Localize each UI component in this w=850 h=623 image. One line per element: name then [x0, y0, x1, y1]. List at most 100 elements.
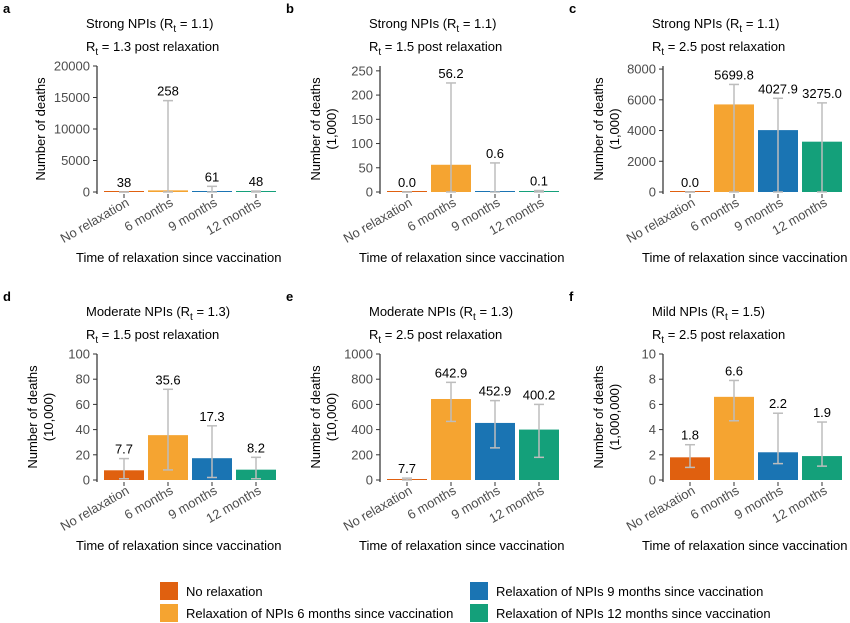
x-axis-label: Time of relaxation since vaccination [359, 250, 564, 265]
y-tick-label: 250 [351, 63, 373, 78]
panel-letter: d [3, 289, 11, 304]
y-axis-label: Number of deaths [308, 365, 323, 469]
x-tick-label: No relaxation [58, 483, 132, 534]
error-bar-12-months [251, 190, 261, 193]
y-tick-label: 4 [649, 422, 656, 437]
legend-swatch-12-months [470, 604, 488, 622]
y-tick-label: 0 [366, 473, 373, 488]
y-tick-label: 4000 [627, 123, 656, 138]
legend-item-12-months: Relaxation of NPIs 12 months since vacci… [470, 604, 771, 622]
error-bar-12-months [817, 102, 827, 193]
data-label-no-relaxation: 38 [117, 175, 131, 190]
y-tick-label: 40 [76, 422, 90, 437]
panel-letter: a [3, 1, 11, 16]
x-tick-label: No relaxation [341, 483, 415, 534]
data-label-9-months: 452.9 [479, 384, 512, 399]
legend-swatch-6-months [160, 604, 178, 622]
y-tick-label: 6 [649, 397, 656, 412]
error-bar-9-months [490, 399, 500, 449]
data-label-6-months: 5699.8 [714, 67, 754, 82]
x-tick-label: 6 months [405, 194, 459, 234]
legend-swatch-no-relaxation [160, 582, 178, 600]
panel-subtitle: Rt = 2.5 post relaxation [652, 39, 785, 58]
bar-12-months [802, 456, 842, 480]
y-tick-label: 0 [649, 185, 656, 200]
y-tick-label: 10 [642, 347, 656, 362]
legend-label-9-months: Relaxation of NPIs 9 months since vaccin… [496, 583, 764, 599]
y-tick-label: 10000 [54, 122, 90, 137]
x-tick-label: 6 months [688, 482, 742, 522]
panel-title: Strong NPIs (Rt = 1.1) [369, 16, 496, 35]
x-tick-label: No relaxation [624, 483, 698, 534]
panel-b: b Strong NPIs (Rt = 1.1) Rt = 1.5 post rel… [286, 1, 564, 265]
y-axis-label: (10,000) [41, 393, 56, 441]
error-bar-6-months [729, 83, 739, 193]
x-axis-label: Time of relaxation since vaccination [359, 538, 564, 553]
y-tick-label: 60 [76, 397, 90, 412]
y-tick-label: 8 [649, 372, 656, 387]
y-axis-label: (10,000) [324, 393, 339, 441]
x-tick-label: No relaxation [58, 195, 132, 246]
panel-subtitle: Rt = 2.5 post relaxation [652, 327, 785, 346]
data-label-9-months: 4027.9 [758, 81, 798, 96]
legend-item-6-months: Relaxation of NPIs 6 months since vaccin… [160, 604, 453, 622]
data-label-12-months: 3275.0 [802, 86, 842, 101]
y-tick-label: 15000 [54, 90, 90, 105]
y-axis-label: Number of deaths [308, 77, 323, 181]
data-label-12-months: 8.2 [247, 440, 265, 455]
y-tick-label: 0 [366, 185, 373, 200]
data-label-no-relaxation: 7.7 [115, 442, 133, 457]
panel-d: d Moderate NPIs (Rt = 1.3) Rt = 1.5 post r… [3, 289, 281, 553]
y-tick-label: 80 [76, 372, 90, 387]
panel-title: Strong NPIs (Rt = 1.1) [86, 16, 213, 35]
panel-letter: f [569, 289, 574, 304]
error-bar-no-relaxation [685, 443, 695, 469]
x-axis-label: Time of relaxation since vaccination [76, 538, 281, 553]
y-tick-label: 0 [649, 473, 656, 488]
legend-label-12-months: Relaxation of NPIs 12 months since vacci… [496, 605, 771, 621]
x-axis-label: Time of relaxation since vaccination [642, 250, 847, 265]
y-tick-label: 400 [351, 422, 373, 437]
data-label-6-months: 642.9 [435, 365, 468, 380]
data-label-6-months: 35.6 [155, 372, 180, 387]
y-axis-label: Number of deaths [33, 77, 48, 181]
panel-title: Strong NPIs (Rt = 1.1) [652, 16, 779, 35]
data-label-no-relaxation: 0.0 [681, 175, 699, 190]
panel-subtitle: Rt = 2.5 post relaxation [369, 327, 502, 346]
data-label-9-months: 0.6 [486, 146, 504, 161]
error-bar-no-relaxation [402, 477, 412, 481]
error-bar-9-months [490, 162, 500, 193]
y-tick-label: 100 [351, 136, 373, 151]
y-axis-label: (1,000,000) [607, 384, 622, 451]
y-tick-label: 800 [351, 372, 373, 387]
y-axis-label: Number of deaths [25, 365, 40, 469]
x-tick-label: 6 months [688, 194, 742, 234]
x-tick-label: 6 months [122, 482, 176, 522]
data-label-12-months: 48 [249, 174, 263, 189]
data-label-9-months: 17.3 [199, 409, 224, 424]
y-axis-label: (1,000) [607, 108, 622, 149]
x-axis-label: Time of relaxation since vaccination [642, 538, 847, 553]
x-tick-label: No relaxation [341, 195, 415, 246]
data-label-12-months: 400.2 [523, 387, 556, 402]
panel-subtitle: Rt = 1.5 post relaxation [86, 327, 219, 346]
bar-no-relaxation [670, 457, 710, 480]
x-tick-label: 6 months [122, 194, 176, 234]
error-bar-6-months [729, 379, 739, 422]
y-tick-label: 150 [351, 112, 373, 127]
y-tick-label: 8000 [627, 62, 656, 77]
panel-subtitle: Rt = 1.5 post relaxation [369, 39, 502, 58]
y-tick-label: 1000 [344, 347, 373, 362]
panel-title: Moderate NPIs (Rt = 1.3) [369, 304, 513, 323]
y-tick-label: 5000 [61, 153, 90, 168]
y-tick-label: 100 [68, 347, 90, 362]
error-bar-9-months [773, 412, 783, 465]
y-axis-label: (1,000) [324, 108, 339, 149]
y-axis-label: Number of deaths [591, 77, 606, 181]
legend-label-no-relaxation: No relaxation [186, 583, 263, 599]
panel-letter: b [286, 1, 294, 16]
data-label-no-relaxation: 1.8 [681, 428, 699, 443]
error-bar-6-months [446, 381, 456, 423]
data-label-6-months: 56.2 [438, 66, 463, 81]
y-tick-label: 50 [359, 160, 373, 175]
